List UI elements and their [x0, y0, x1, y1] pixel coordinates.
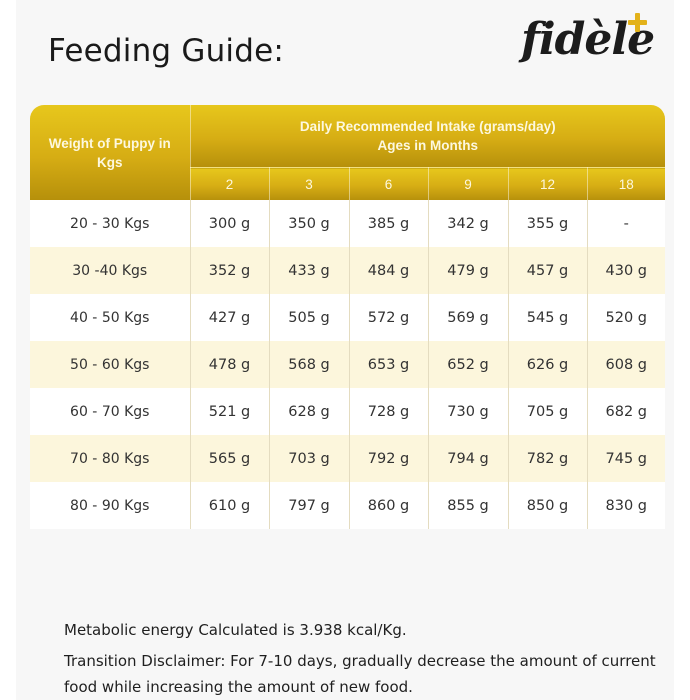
- intake-value-cell: 850 g: [508, 482, 588, 529]
- intake-value-cell: 569 g: [428, 294, 509, 341]
- intake-value-cell: 610 g: [190, 482, 270, 529]
- intake-value-cell: 505 g: [269, 294, 350, 341]
- intake-value-cell: 430 g: [587, 247, 666, 294]
- age-header-12: 12: [508, 167, 588, 200]
- intake-value-cell: 830 g: [587, 482, 666, 529]
- intake-value-cell: 782 g: [508, 435, 588, 482]
- intake-value-cell: 797 g: [269, 482, 350, 529]
- intake-value-cell: 705 g: [508, 388, 588, 435]
- transition-disclaimer: Transition Disclaimer: For 7-10 days, gr…: [64, 652, 656, 696]
- feeding-table-container: Weight of Puppy in Kgs Daily Recommended…: [30, 105, 666, 529]
- table-row: 70 - 80 Kgs 565 g 703 g 792 g 794 g 782 g 745 …: [30, 435, 666, 482]
- intake-value-cell: 568 g: [269, 341, 350, 388]
- intake-header-line1: Daily Recommended Intake (grams/day): [299, 119, 556, 134]
- weight-column-header: Weight of Puppy in Kgs: [30, 105, 191, 200]
- weight-range-cell: 60 - 70 Kgs: [30, 388, 191, 435]
- table-row: 20 - 30 Kgs 300 g 350 g 385 g 342 g 355 g-: [30, 200, 666, 247]
- page-title: Feeding Guide:: [48, 33, 285, 69]
- intake-value-cell: 350 g: [269, 200, 350, 247]
- intake-column-header: Daily Recommended Intake (grams/day) Age…: [190, 105, 666, 168]
- intake-value-cell: 300 g: [190, 200, 270, 247]
- intake-value-cell: 572 g: [349, 294, 429, 341]
- age-header-2: 2: [190, 167, 270, 200]
- weight-range-cell: 20 - 30 Kgs: [30, 200, 191, 247]
- intake-value-cell: 342 g: [428, 200, 509, 247]
- intake-value-cell: 520 g: [587, 294, 666, 341]
- intake-header-line2: Ages in Months: [377, 138, 479, 153]
- age-header-9: 9: [428, 167, 509, 200]
- table-row: 40 - 50 Kgs 427 g 505 g 572 g 569 g 545 g 520 …: [30, 294, 666, 341]
- weight-header-label: Weight of Puppy in Kgs: [48, 135, 171, 170]
- table-row: 50 - 60 Kgs 478 g 568 g 653 g 652 g 626 g 608 …: [30, 341, 666, 388]
- intake-value-cell: 855 g: [428, 482, 509, 529]
- table-row: 60 - 70 Kgs 521 g 628 g 728 g 730 g 705 g 682 …: [30, 388, 666, 435]
- intake-value-cell: 521 g: [190, 388, 270, 435]
- table-row: 30 -40 Kgs 352 g 433 g 484 g 479 g 457 g 430 g: [30, 247, 666, 294]
- intake-value-cell: 652 g: [428, 341, 509, 388]
- intake-value-cell: 385 g: [349, 200, 429, 247]
- table-row: 80 - 90 Kgs 610 g 797 g 860 g 855 g 850 g 830 …: [30, 482, 666, 529]
- metabolic-energy-note: Metabolic energy Calculated is 3.938 kca…: [64, 621, 407, 639]
- intake-value-cell: 703 g: [269, 435, 350, 482]
- intake-value-cell: 792 g: [349, 435, 429, 482]
- intake-value-cell: 730 g: [428, 388, 509, 435]
- intake-value-cell: 352 g: [190, 247, 270, 294]
- intake-value-cell: 479 g: [428, 247, 509, 294]
- intake-value-cell: 745 g: [587, 435, 666, 482]
- weight-range-cell: 70 - 80 Kgs: [30, 435, 191, 482]
- weight-range-cell: 40 - 50 Kgs: [30, 294, 191, 341]
- table-header-row: Weight of Puppy in Kgs Daily Recommended…: [30, 105, 666, 200]
- intake-value-cell: 608 g: [587, 341, 666, 388]
- brand-logo: fidèle: [521, 10, 655, 70]
- plus-icon: [627, 12, 647, 32]
- intake-value-cell: 653 g: [349, 341, 429, 388]
- weight-range-cell: 50 - 60 Kgs: [30, 341, 191, 388]
- weight-range-cell: 80 - 90 Kgs: [30, 482, 191, 529]
- age-header-18: 18: [587, 167, 666, 200]
- feeding-table: Weight of Puppy in Kgs Daily Recommended…: [30, 105, 666, 529]
- intake-value-cell: 565 g: [190, 435, 270, 482]
- intake-value-cell: 682 g: [587, 388, 666, 435]
- intake-value-cell: 545 g: [508, 294, 588, 341]
- intake-value-cell: 433 g: [269, 247, 350, 294]
- age-header-row: 2 3 6 9 12 18: [30, 167, 666, 200]
- intake-value-cell: 427 g: [190, 294, 270, 341]
- intake-value-cell: 484 g: [349, 247, 429, 294]
- intake-value-cell: 628 g: [269, 388, 350, 435]
- weight-range-cell: 30 -40 Kgs: [30, 247, 191, 294]
- intake-value-cell: -: [587, 200, 666, 247]
- intake-value-cell: 728 g: [349, 388, 429, 435]
- intake-value-cell: 794 g: [428, 435, 509, 482]
- table-body: 20 - 30 Kgs 300 g 350 g 385 g 342 g 355 g -30 …: [30, 200, 666, 529]
- intake-value-cell: 478 g: [190, 341, 270, 388]
- intake-value-cell: 860 g: [349, 482, 429, 529]
- notes: Metabolic energy Calculated is 3.938 kca…: [64, 617, 664, 700]
- intake-value-cell: 626 g: [508, 341, 588, 388]
- age-header-3: 3: [269, 167, 350, 200]
- intake-value-cell: 355 g: [508, 200, 588, 247]
- age-header-6: 6: [349, 167, 429, 200]
- intake-value-cell: 457 g: [508, 247, 588, 294]
